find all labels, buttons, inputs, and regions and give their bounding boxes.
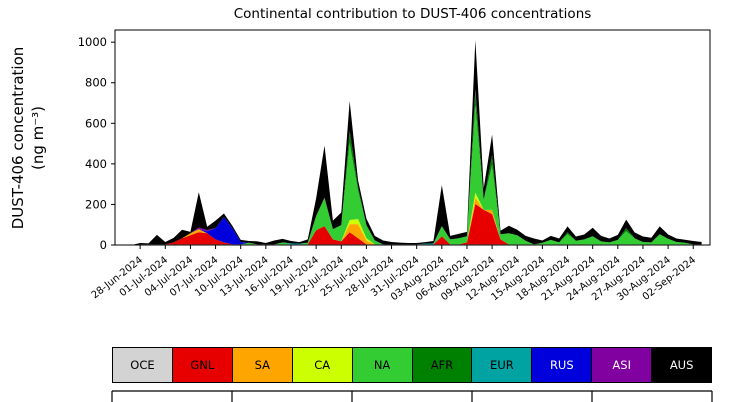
legend-label: CA [314,358,331,372]
legend-item-AUS: AUS [651,347,713,383]
stack-area-NA [123,105,702,245]
cutoff-axis-strip [111,390,713,402]
y-tick-label: 400 [85,157,107,171]
y-tick-label: 0 [100,238,107,252]
legend-item-GNL: GNL [171,347,233,383]
legend-item-CA: CA [291,347,353,383]
stack-area-EUR [123,91,702,245]
y-tick-label: 1000 [78,35,107,49]
legend-label: AUS [669,358,694,372]
y-tick-label: 200 [85,197,107,211]
legend-item-OCE: OCE [112,347,173,383]
legend-label: NA [373,358,391,372]
legend-label: ASI [612,358,631,372]
legend-label: RUS [549,358,574,372]
stack-area-RUS [123,91,702,245]
axes-frame [114,29,711,246]
legend-item-ASI: ASI [591,347,653,383]
legend-label: EUR [490,358,514,372]
chart-title: Continental contribution to DUST-406 con… [233,6,592,22]
legend: OCE GNL SA CA NA AFR EUR RUS ASI AUS [112,347,713,383]
plot-area: 0200400600800100028-Jun-202401-Jul-20240… [78,29,711,303]
stack-area-GNL [123,203,702,245]
y-tick-label: 800 [85,76,107,90]
y-tick-label: 600 [85,116,107,130]
legend-label: SA [254,358,270,372]
legend-item-RUS: RUS [531,347,593,383]
stack-area-AFR [123,91,702,245]
legend-label: AFR [430,358,454,372]
stack-area-ASI [123,89,702,245]
legend-item-NA: NA [351,347,413,383]
legend-label: OCE [130,358,155,372]
legend-item-EUR: EUR [471,347,533,383]
legend-item-AFR: AFR [411,347,473,383]
stack-area-AUS [123,40,702,245]
legend-item-SA: SA [231,347,293,383]
legend-label: GNL [190,358,215,372]
